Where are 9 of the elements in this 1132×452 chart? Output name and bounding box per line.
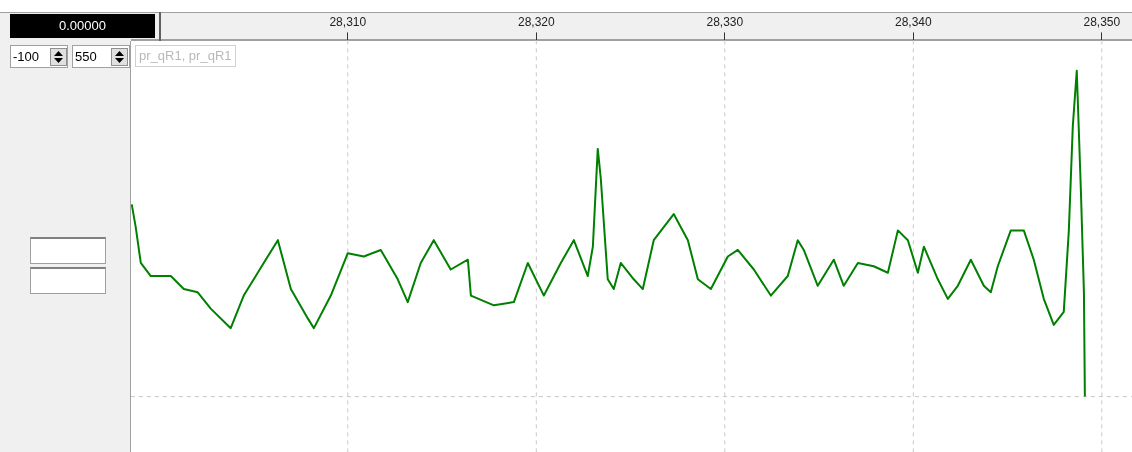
x-tick-label: 28,350 (1083, 14, 1121, 29)
x-tick-label: 28,310 (329, 14, 367, 29)
text: pr_qR1, pr_qR1 (135, 45, 236, 67)
text: 550 (72, 45, 130, 68)
x-tick-label: 28,320 (517, 14, 555, 29)
text: 0.00000 (10, 14, 155, 38)
x-tick-label: 28,330 (706, 14, 744, 29)
text: -100 (10, 45, 68, 68)
x-tick-label: 28,340 (894, 14, 932, 29)
